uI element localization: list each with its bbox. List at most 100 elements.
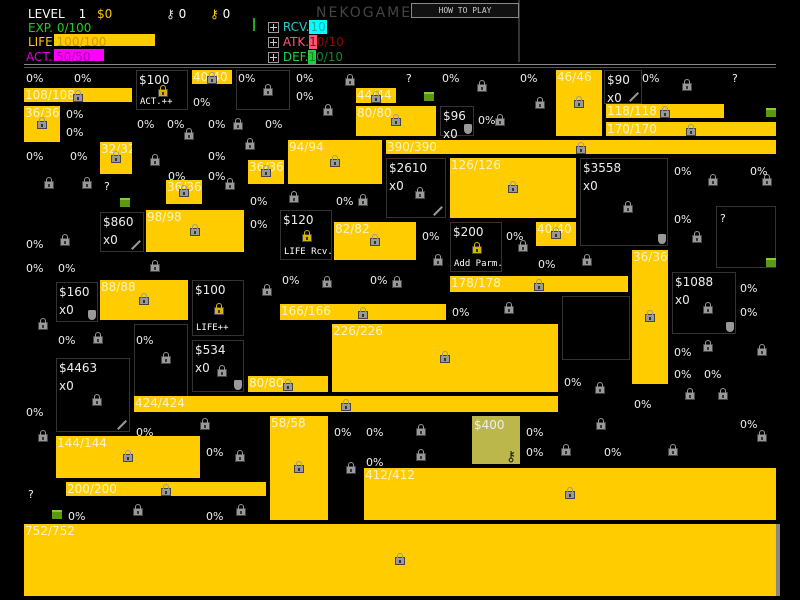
progress-percent-cell[interactable]: 0% bbox=[634, 398, 652, 411]
progress-percent-cell[interactable]: 0% bbox=[674, 165, 692, 178]
progress-block[interactable]: 36/36 bbox=[632, 250, 668, 384]
shop-item[interactable]: $200 Add Parm. bbox=[450, 222, 503, 272]
plus-icon[interactable] bbox=[268, 22, 279, 33]
progress-block[interactable]: 36/36 bbox=[248, 160, 284, 184]
shop-item[interactable]: $100 ACT.++ bbox=[136, 70, 188, 110]
shop-item[interactable]: $4463 x0 bbox=[56, 358, 130, 432]
unknown-cell[interactable]: ? bbox=[104, 180, 110, 193]
progress-percent-cell[interactable]: 0% bbox=[68, 510, 86, 523]
progress-percent-cell[interactable]: 0% bbox=[740, 418, 758, 431]
progress-percent-cell[interactable]: 0% bbox=[642, 72, 660, 85]
progress-block[interactable]: 170/170 bbox=[606, 122, 776, 136]
progress-percent-cell[interactable]: 0% bbox=[334, 426, 352, 439]
progress-percent-cell[interactable]: 0% bbox=[564, 376, 582, 389]
progress-percent-cell[interactable]: 0% bbox=[506, 230, 524, 243]
progress-percent-cell[interactable]: 0% bbox=[282, 274, 300, 287]
progress-percent-cell[interactable]: 0% bbox=[238, 72, 256, 85]
progress-percent-cell[interactable]: 0% bbox=[208, 118, 226, 131]
progress-percent-cell[interactable]: 0% bbox=[136, 334, 154, 347]
unknown-cell[interactable]: ? bbox=[732, 72, 738, 85]
progress-percent-cell[interactable]: 0% bbox=[704, 368, 722, 381]
progress-block[interactable]: 412/412 bbox=[364, 468, 776, 520]
progress-block[interactable]: 98/98 bbox=[146, 210, 244, 252]
shop-item[interactable]: $2610 x0 bbox=[386, 158, 446, 218]
progress-percent-cell[interactable]: 0% bbox=[74, 72, 92, 85]
progress-block[interactable]: 118/118 bbox=[606, 104, 724, 118]
progress-percent-cell[interactable]: 0% bbox=[674, 346, 692, 359]
progress-percent-cell[interactable]: 0% bbox=[370, 274, 388, 287]
progress-block[interactable]: 88/88 bbox=[100, 280, 188, 320]
progress-block[interactable]: 178/178 bbox=[450, 276, 628, 292]
shop-item[interactable]: $3558 x0 bbox=[580, 158, 668, 246]
progress-percent-cell[interactable]: 0% bbox=[26, 72, 44, 85]
progress-percent-cell[interactable]: 0% bbox=[422, 230, 440, 243]
progress-percent-cell[interactable]: 0% bbox=[137, 118, 155, 131]
progress-percent-cell[interactable]: 0% bbox=[250, 218, 268, 231]
progress-percent-cell[interactable]: 0% bbox=[674, 213, 692, 226]
shop-item[interactable]: $100 LIFE++ bbox=[192, 280, 244, 336]
progress-block[interactable]: 166/166 bbox=[280, 304, 446, 320]
progress-percent-cell[interactable]: 0% bbox=[740, 282, 758, 295]
progress-percent-cell[interactable]: 0% bbox=[336, 195, 354, 208]
shop-item[interactable]: $1088 x0 bbox=[672, 272, 736, 334]
progress-block[interactable]: 424/424 bbox=[134, 396, 558, 412]
progress-percent-cell[interactable]: 0% bbox=[740, 306, 758, 319]
progress-percent-cell[interactable]: 0% bbox=[58, 262, 76, 275]
progress-percent-cell[interactable]: 0% bbox=[366, 456, 384, 469]
progress-block[interactable]: 46/46 bbox=[556, 70, 602, 136]
progress-percent-cell[interactable]: 0% bbox=[478, 114, 496, 127]
progress-percent-cell[interactable]: 0% bbox=[604, 446, 622, 459]
progress-percent-cell[interactable]: 0% bbox=[674, 368, 692, 381]
progress-block[interactable]: 226/226 bbox=[332, 324, 558, 392]
progress-percent-cell[interactable]: 0% bbox=[296, 90, 314, 103]
progress-block[interactable]: 44/44 bbox=[356, 88, 396, 103]
progress-percent-cell[interactable]: 0% bbox=[26, 406, 44, 419]
progress-percent-cell[interactable]: 0% bbox=[296, 72, 314, 85]
shop-item[interactable]: $120 LIFE Rcv. bbox=[280, 210, 333, 260]
progress-percent-cell[interactable]: 0% bbox=[70, 150, 88, 163]
shop-item[interactable]: $96 x0 bbox=[440, 106, 474, 141]
progress-block[interactable]: 80/80 bbox=[356, 106, 436, 136]
progress-block[interactable]: 36/36 bbox=[24, 106, 60, 142]
progress-block[interactable]: 58/58 bbox=[270, 416, 328, 520]
unknown-cell[interactable]: ? bbox=[28, 488, 34, 501]
plus-icon[interactable] bbox=[268, 37, 279, 48]
progress-percent-cell[interactable]: 0% bbox=[208, 150, 226, 163]
progress-percent-cell[interactable]: 0% bbox=[168, 170, 186, 183]
progress-percent-cell[interactable]: 0% bbox=[520, 72, 538, 85]
progress-percent-cell[interactable]: 0% bbox=[208, 170, 226, 183]
progress-block[interactable]: 36/36 bbox=[166, 180, 202, 204]
progress-block[interactable]: 390/390 bbox=[386, 140, 776, 154]
progress-block[interactable]: 82/82 bbox=[334, 222, 416, 260]
progress-percent-cell[interactable]: 0% bbox=[442, 72, 460, 85]
progress-percent-cell[interactable]: 0% bbox=[167, 118, 185, 131]
progress-block[interactable]: 144/144 bbox=[56, 436, 200, 478]
progress-block[interactable]: 32/32 bbox=[100, 142, 132, 174]
progress-percent-cell[interactable]: 0% bbox=[58, 334, 76, 347]
progress-percent-cell[interactable]: 0% bbox=[265, 118, 283, 131]
progress-percent-cell[interactable]: 0% bbox=[193, 96, 211, 109]
shop-item[interactable]: $90 x0 bbox=[604, 70, 642, 105]
progress-percent-cell[interactable]: 0% bbox=[206, 446, 224, 459]
progress-percent-cell[interactable]: 0% bbox=[250, 195, 268, 208]
progress-block[interactable]: 200/200 bbox=[66, 482, 266, 496]
plus-icon[interactable] bbox=[268, 52, 279, 63]
progress-block[interactable]: 126/126 bbox=[450, 158, 576, 218]
progress-block[interactable]: 752/752 bbox=[24, 524, 780, 596]
progress-percent-cell[interactable]: 0% bbox=[26, 150, 44, 163]
progress-percent-cell[interactable]: 0% bbox=[26, 262, 44, 275]
progress-percent-cell[interactable]: 0% bbox=[526, 426, 544, 439]
progress-percent-cell[interactable]: 0% bbox=[206, 510, 224, 523]
progress-percent-cell[interactable]: 0% bbox=[526, 446, 544, 459]
how-to-play-button[interactable]: HOW TO PLAY bbox=[411, 3, 519, 18]
shop-item[interactable]: $860 x0 bbox=[100, 212, 144, 252]
progress-block[interactable]: 40/40 bbox=[192, 70, 232, 84]
progress-percent-cell[interactable]: 0% bbox=[452, 306, 470, 319]
progress-block[interactable]: 108/108 bbox=[24, 88, 132, 102]
progress-percent-cell[interactable]: 0% bbox=[136, 426, 154, 439]
progress-percent-cell[interactable]: 0% bbox=[538, 258, 556, 271]
progress-percent-cell[interactable]: 0% bbox=[750, 165, 768, 178]
shop-item[interactable]: $160 x0 bbox=[56, 282, 98, 322]
progress-block[interactable]: 80/80 bbox=[248, 376, 328, 392]
progress-block[interactable]: 40/40 bbox=[536, 222, 576, 246]
